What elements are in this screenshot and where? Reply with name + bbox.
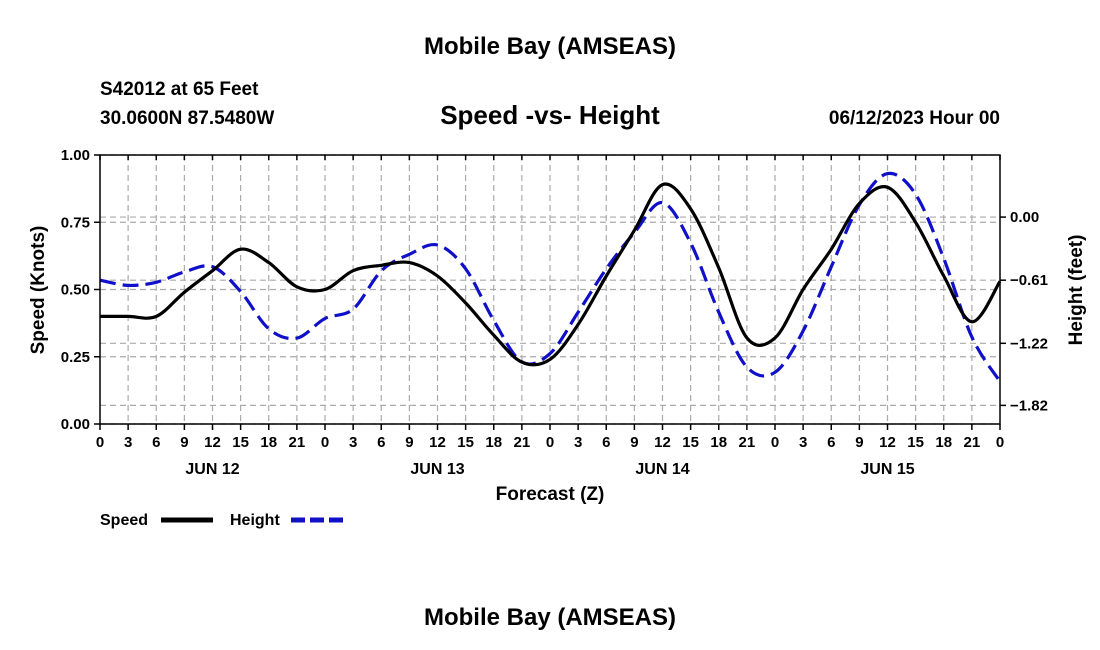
x-tick-label: 12 [204, 434, 221, 451]
page-title: Mobile Bay (AMSEAS) [424, 33, 676, 60]
footer-title: Mobile Bay (AMSEAS) [424, 604, 676, 631]
x-tick-label: 3 [799, 434, 807, 451]
x-tick-label: 15 [232, 434, 249, 451]
x-tick-label: 21 [289, 434, 306, 451]
x-tick-label: 12 [879, 434, 896, 451]
x-date-label: JUN 13 [410, 461, 464, 478]
x-tick-label: 18 [485, 434, 502, 451]
x-tick-label: 0 [321, 434, 329, 451]
x-tick-label: 6 [602, 434, 610, 451]
y-tick-label-left: 0.75 [61, 214, 90, 231]
x-tick-label: 3 [124, 434, 132, 451]
x-tick-label: 0 [96, 434, 104, 451]
x-tick-label: 18 [935, 434, 952, 451]
x-date-label: JUN 15 [860, 461, 914, 478]
legend: Speed Height [100, 512, 343, 529]
y-tick-label-left: 1.00 [61, 147, 90, 164]
legend-height-label: Height [230, 512, 280, 529]
x-tick-label: 3 [349, 434, 357, 451]
x-tick-label: 6 [377, 434, 385, 451]
legend-speed-label: Speed [100, 512, 148, 529]
axes: 0 3 6 9 12 15 18 21 0 3 6 9 12 15 18 21 0 3 6 9 12 15 18 21 0 3 6 9… [61, 147, 1048, 478]
x-tick-label: 21 [964, 434, 981, 451]
y-axis-left-title: Speed (Knots) [28, 226, 49, 355]
x-tick-label: 0 [546, 434, 554, 451]
x-tick-label: 9 [630, 434, 638, 451]
x-tick-label: 9 [405, 434, 413, 451]
coords-label: 30.0600N 87.5480W [100, 108, 274, 129]
x-tick-label: 6 [152, 434, 160, 451]
x-tick-label: 9 [855, 434, 863, 451]
datetime-label: 06/12/2023 Hour 00 [829, 108, 1000, 129]
x-tick-label: 3 [574, 434, 582, 451]
x-tick-label: 21 [739, 434, 756, 451]
x-tick-label: 0 [996, 434, 1004, 451]
y-tick-label-right: −1.22 [1010, 335, 1048, 352]
x-tick-label: 9 [180, 434, 188, 451]
y-tick-label-left: 0.25 [61, 349, 90, 366]
x-tick-label: 15 [907, 434, 924, 451]
y-tick-label-right: −0.61 [1010, 272, 1048, 289]
y-tick-label-left: 0.00 [61, 416, 90, 433]
x-tick-label: 12 [654, 434, 671, 451]
x-date-label: JUN 14 [635, 461, 689, 478]
station-label: S42012 at 65 Feet [100, 79, 259, 100]
x-tick-label: 12 [429, 434, 446, 451]
series-group [99, 171, 1002, 383]
speed-series-line [100, 182, 1002, 367]
y-tick-label-left: 0.50 [61, 282, 90, 299]
x-tick-label: 15 [682, 434, 699, 451]
x-tick-label: 0 [771, 434, 779, 451]
y-tick-label-right: 0.00 [1010, 209, 1039, 226]
chart-title: Speed -vs- Height [440, 100, 660, 130]
x-axis-title: Forecast (Z) [496, 484, 605, 505]
x-tick-label: 18 [260, 434, 277, 451]
x-tick-label: 21 [514, 434, 531, 451]
y-tick-label-right: −1.82 [1010, 397, 1048, 414]
x-tick-label: 6 [827, 434, 835, 451]
x-date-label: JUN 12 [185, 461, 239, 478]
x-tick-label: 15 [457, 434, 474, 451]
y-axis-right-title: Height (feet) [1066, 235, 1087, 346]
x-tick-label: 18 [710, 434, 727, 451]
